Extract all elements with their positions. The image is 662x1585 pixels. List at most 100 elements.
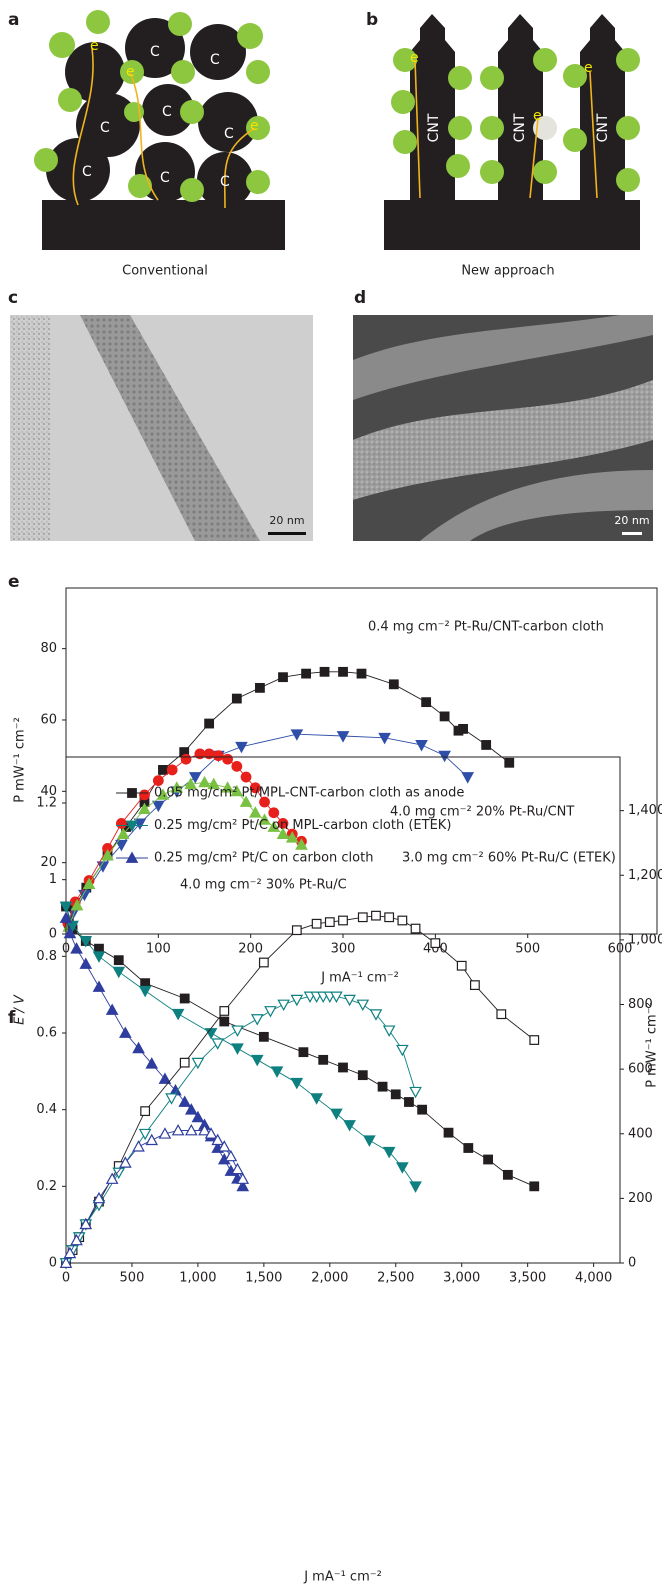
cnt-label: CNT bbox=[426, 113, 442, 142]
marker bbox=[397, 915, 408, 926]
marker bbox=[204, 718, 215, 729]
y-tick-label: 0 bbox=[49, 927, 57, 942]
panel-label: f bbox=[8, 1008, 16, 1028]
marker bbox=[258, 813, 271, 825]
y-axis-label: E / V bbox=[13, 994, 28, 1025]
plot-frame bbox=[65, 587, 658, 935]
marker bbox=[417, 1104, 428, 1115]
marker bbox=[59, 901, 73, 914]
marker bbox=[461, 772, 475, 784]
marker bbox=[295, 838, 308, 850]
marker bbox=[298, 1047, 309, 1058]
marker bbox=[211, 1038, 225, 1050]
marker bbox=[132, 1041, 145, 1054]
electron-label: e bbox=[90, 38, 99, 54]
marker bbox=[140, 1106, 151, 1117]
marker bbox=[343, 994, 356, 1007]
x-tick-label: 500 bbox=[120, 1271, 145, 1286]
marker bbox=[267, 820, 281, 832]
tem-image bbox=[10, 315, 313, 541]
marker bbox=[231, 760, 243, 772]
marker bbox=[184, 777, 197, 790]
marker bbox=[502, 1169, 513, 1180]
caption: Conventional bbox=[122, 264, 208, 279]
x-tick-label: 500 bbox=[515, 942, 540, 957]
marker bbox=[529, 1181, 540, 1192]
marker bbox=[338, 666, 348, 677]
x-axis-label: J mA⁻¹ cm⁻² bbox=[320, 971, 399, 986]
electron-label: e bbox=[533, 108, 542, 124]
scale-bar-label: 20 nm bbox=[269, 514, 304, 527]
marker bbox=[396, 1044, 409, 1057]
marker bbox=[158, 765, 168, 775]
marker bbox=[483, 1154, 493, 1165]
series-line bbox=[65, 906, 535, 1187]
marker bbox=[268, 807, 280, 819]
marker bbox=[191, 1110, 205, 1123]
y-tick-label: 80 bbox=[40, 641, 57, 656]
x-tick-label: 200 bbox=[238, 942, 263, 957]
marker bbox=[217, 1140, 231, 1152]
marker bbox=[290, 729, 304, 741]
marker bbox=[70, 1233, 83, 1246]
marker bbox=[222, 753, 234, 765]
marker bbox=[470, 980, 480, 991]
marker bbox=[438, 750, 451, 763]
marker bbox=[70, 898, 84, 911]
marker bbox=[255, 682, 265, 693]
marker bbox=[338, 915, 348, 926]
marker bbox=[276, 827, 290, 840]
y2-tick-label: 1,400 bbox=[628, 803, 662, 818]
panel-label: c bbox=[8, 288, 18, 308]
marker bbox=[371, 910, 381, 921]
marker bbox=[158, 1127, 172, 1139]
marker bbox=[158, 1072, 172, 1084]
particle-label: C bbox=[82, 164, 92, 180]
marker bbox=[390, 1089, 401, 1100]
marker bbox=[363, 1135, 376, 1147]
marker bbox=[310, 1093, 323, 1105]
x-tick-label: 2,000 bbox=[311, 1271, 348, 1286]
marker bbox=[378, 732, 391, 745]
marker bbox=[132, 1140, 145, 1152]
y-tick-label: 1.2 bbox=[36, 796, 57, 811]
marker bbox=[70, 942, 83, 954]
marker bbox=[212, 750, 224, 762]
marker bbox=[396, 1162, 409, 1174]
marker bbox=[78, 889, 91, 902]
panel-label: b bbox=[366, 10, 378, 30]
marker bbox=[318, 1054, 329, 1065]
marker bbox=[105, 1172, 119, 1184]
marker bbox=[191, 1057, 205, 1070]
series-label: 4.0 mg cm⁻² 30% Pt-Ru/C bbox=[180, 878, 347, 893]
marker bbox=[219, 1006, 230, 1016]
marker bbox=[79, 1217, 93, 1230]
marker bbox=[92, 951, 106, 963]
series-line bbox=[65, 995, 416, 1264]
marker bbox=[188, 772, 202, 784]
marker bbox=[458, 723, 468, 734]
marker bbox=[113, 955, 124, 966]
marker bbox=[138, 985, 152, 998]
marker bbox=[145, 1057, 159, 1069]
electron-label: e bbox=[126, 64, 135, 80]
marker bbox=[179, 1057, 190, 1068]
marker bbox=[456, 960, 467, 971]
electron-label: e bbox=[584, 60, 593, 76]
marker bbox=[496, 1009, 507, 1020]
marker bbox=[112, 966, 126, 979]
marker bbox=[384, 912, 395, 923]
marker bbox=[415, 740, 428, 752]
marker bbox=[250, 1014, 264, 1026]
marker bbox=[230, 784, 244, 797]
marker bbox=[198, 775, 211, 788]
marker bbox=[369, 1009, 383, 1021]
x-axis-label: J mA⁻¹ cm⁻² bbox=[303, 1570, 382, 1585]
marker bbox=[221, 781, 234, 793]
marker bbox=[357, 1070, 368, 1081]
x-tick-label: 300 bbox=[331, 942, 356, 957]
marker bbox=[79, 936, 93, 948]
marker bbox=[343, 1120, 356, 1132]
x-tick-label: 400 bbox=[423, 942, 448, 957]
marker bbox=[115, 839, 128, 852]
